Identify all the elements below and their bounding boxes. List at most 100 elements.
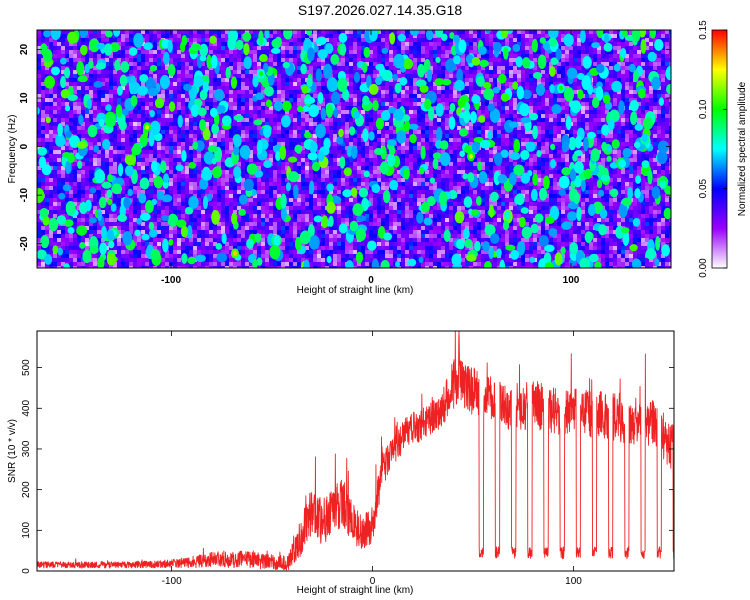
heatmap-cell: [621, 62, 626, 67]
heatmap-cell: [289, 142, 294, 147]
heatmap-cell: [317, 46, 322, 51]
heatmap-cell: [529, 110, 534, 115]
heatmap-cell: [185, 42, 190, 47]
heatmap-cell: [617, 98, 622, 103]
heatmap-cell: [497, 98, 502, 103]
heatmap-cell: [289, 58, 294, 63]
heatmap-cell: [381, 94, 386, 99]
heatmap-cell: [665, 78, 670, 83]
heatmap-cell: [345, 122, 350, 127]
heatmap-cell: [485, 134, 490, 139]
heatmap-cell: [489, 146, 494, 151]
heatmap-cell: [45, 134, 50, 139]
heatmap-cell: [281, 46, 286, 51]
heatmap-cell: [461, 34, 466, 39]
heatmap-cell: [141, 34, 146, 39]
heatmap-cell: [453, 70, 458, 75]
heatmap-cell: [365, 146, 370, 151]
heatmap-cell: [469, 50, 474, 55]
heatmap-cell: [241, 106, 246, 111]
heatmap-cell: [425, 138, 430, 143]
heatmap-cell: [125, 122, 130, 127]
heatmap-cell: [241, 46, 246, 51]
heatmap-cell: [333, 118, 338, 123]
heatmap-cell: [177, 46, 182, 51]
heatmap-cell: [349, 122, 354, 127]
heatmap-cell: [293, 30, 298, 35]
heatmap-cell: [637, 62, 642, 67]
heatmap-cell: [393, 94, 398, 99]
heatmap-cell: [493, 82, 498, 87]
heatmap-cell: [297, 30, 302, 35]
heatmap-cell: [217, 138, 222, 143]
heatmap-cell: [229, 142, 234, 147]
heatmap-cell: [185, 130, 190, 135]
heatmap-cell: [453, 118, 458, 123]
heatmap-cell: [509, 82, 514, 87]
heatmap-cell: [309, 38, 314, 43]
heatmap-cell: [353, 142, 358, 147]
heatmap-cell: [517, 38, 522, 43]
heatmap-cell: [293, 38, 298, 43]
heatmap-cell: [573, 122, 578, 127]
heatmap-cell: [525, 86, 530, 91]
heatmap-cell: [313, 98, 318, 103]
heatmap-cell: [437, 150, 442, 155]
heatmap-cell: [541, 114, 546, 119]
heatmap-cell: [81, 94, 86, 99]
heatmap-cell: [589, 94, 594, 99]
heatmap-cell: [229, 66, 234, 71]
heatmap-cell: [305, 110, 310, 115]
heatmap-cell: [317, 138, 322, 143]
heatmap-cell: [561, 78, 566, 83]
heatmap-cell: [637, 54, 642, 59]
heatmap-cell: [357, 102, 362, 107]
heatmap-cell: [133, 30, 138, 35]
heatmap-cell: [233, 98, 238, 103]
heatmap-cell: [389, 86, 394, 91]
heatmap-cell: [37, 78, 42, 83]
heatmap-cell: [605, 134, 610, 139]
heatmap-cell: [249, 126, 254, 131]
heatmap-cell: [501, 42, 506, 47]
heatmap-cell: [473, 46, 478, 51]
heatmap-cell: [289, 130, 294, 135]
heatmap-cell: [341, 62, 346, 67]
heatmap-cell: [41, 90, 46, 95]
heatmap-cell: [321, 34, 326, 39]
heatmap-cell: [465, 42, 470, 47]
heatmap-cell: [513, 130, 518, 135]
heatmap-cell: [653, 110, 658, 115]
heatmap-cell: [37, 54, 42, 59]
heatmap-cell: [53, 146, 58, 151]
heatmap-cell: [317, 30, 322, 35]
heatmap-cell: [381, 98, 386, 103]
heatmap-cell: [349, 102, 354, 107]
heatmap-cell: [393, 46, 398, 51]
heatmap-cell: [145, 110, 150, 115]
heatmap-cell: [389, 98, 394, 103]
heatmap-cell: [277, 110, 282, 115]
heatmap-cell: [209, 126, 214, 131]
heatmap-cell: [561, 122, 566, 127]
heatmap-cell: [125, 54, 130, 59]
heatmap-cell: [289, 94, 294, 99]
heatmap-cell: [421, 54, 426, 59]
heatmap-cell: [609, 66, 614, 71]
heatmap-cell: [141, 66, 146, 71]
heatmap-cell: [417, 42, 422, 47]
heatmap-cell: [577, 86, 582, 91]
heatmap-cell: [497, 146, 502, 151]
heatmap-cell: [145, 38, 150, 43]
heatmap-cell: [433, 34, 438, 39]
heatmap-cell: [521, 138, 526, 143]
heatmap-cell: [61, 42, 66, 47]
heatmap-cell: [521, 54, 526, 59]
heatmap-cell: [249, 42, 254, 47]
heatmap-cell: [373, 58, 378, 63]
heatmap-cell: [389, 46, 394, 51]
heatmap-cell: [617, 78, 622, 83]
heatmap-cell: [561, 74, 566, 79]
heatmap-cell: [449, 134, 454, 139]
heatmap-cell: [597, 146, 602, 151]
